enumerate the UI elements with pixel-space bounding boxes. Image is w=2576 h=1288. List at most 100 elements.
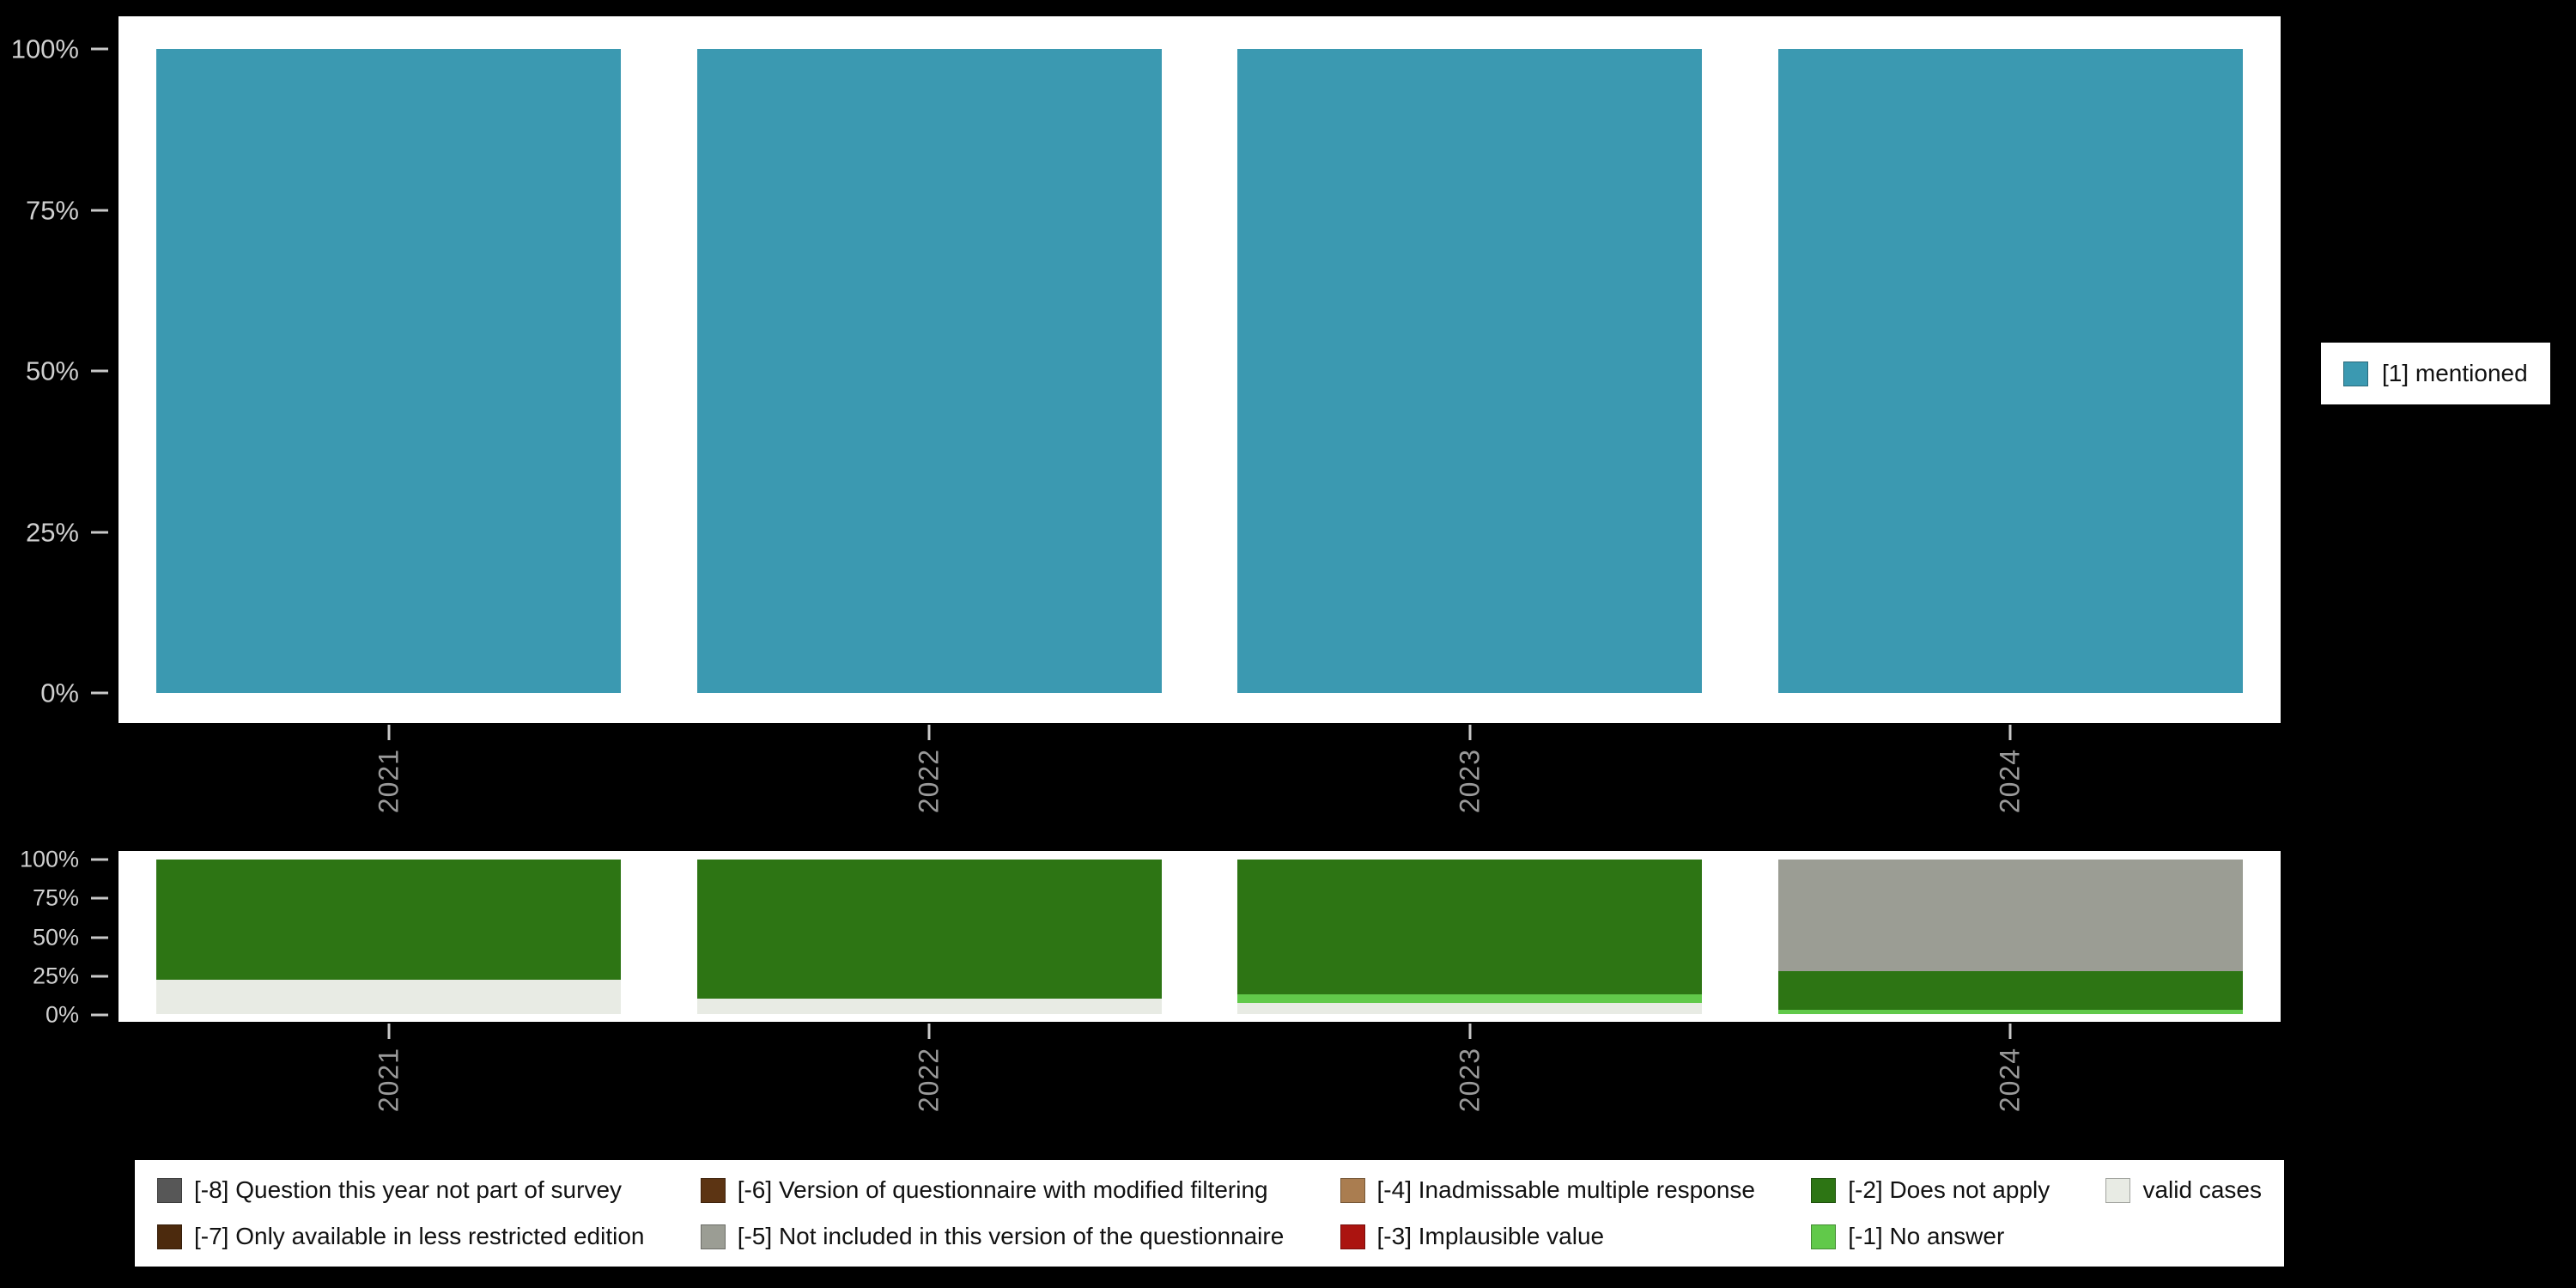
x-axis-tick-label: 2022 [913, 1048, 945, 1113]
bar-slot [1741, 860, 2281, 1014]
legend-item: [-2] Does not apply [1811, 1176, 2050, 1204]
bar-slot [659, 860, 1200, 1014]
legend-item: [-8] Question this year not part of surv… [157, 1176, 644, 1204]
x-axis-slot: 2022 [659, 723, 1200, 860]
y-axis-tick [91, 858, 108, 861]
x-axis-slot: 2024 [1741, 1022, 2281, 1159]
x-axis-tick-label: 2021 [373, 749, 404, 814]
y-axis-tick [91, 975, 108, 978]
x-axis-tick-label: 2023 [1454, 749, 1485, 814]
legend-item-label: [-4] Inadmissable multiple response [1376, 1176, 1755, 1203]
legend-item: [-3] Implausible value [1340, 1223, 1755, 1250]
y-axis-tick [91, 1013, 108, 1017]
y-axis-tick-label: 75% [25, 195, 79, 225]
bar-slot [118, 49, 659, 693]
y-axis-tick-label: 0% [45, 1001, 79, 1028]
x-axis-slot: 2023 [1200, 1022, 1741, 1159]
x-axis-tick [1468, 1024, 1472, 1039]
bar-segment [156, 49, 622, 693]
x-axis-tick [927, 1024, 931, 1039]
x-axis-tick-label: 2024 [1994, 1048, 2026, 1113]
x-axis-tick-label: 2024 [1994, 749, 2026, 814]
bar-segment [1777, 970, 2243, 1010]
legend-key-swatch [700, 1224, 726, 1249]
legend-item: [-1] No answer [1811, 1223, 2050, 1250]
y-axis-tick [91, 369, 108, 373]
frequencies-plot-area [118, 49, 2281, 693]
bar-segment [1777, 860, 2243, 971]
x-axis-slot: 2024 [1741, 723, 2281, 860]
bar-2021 [156, 49, 622, 693]
frequencies-x-axis: 2021 2022 2023 2024 [118, 723, 2281, 860]
legend-item-label: [-6] Version of questionnaire with modif… [737, 1176, 1268, 1203]
x-axis-tick-label: 2023 [1454, 1048, 1485, 1113]
x-axis-tick [387, 725, 391, 740]
bar-2022 [696, 860, 1162, 1014]
legend-key-swatch [157, 1224, 182, 1249]
legend-key-swatch [1340, 1224, 1365, 1249]
y-axis-tick [91, 691, 108, 695]
mentioned-legend-label: [1] mentioned [2382, 360, 2528, 386]
y-axis-tick-label: 25% [32, 963, 79, 989]
bar-segment [696, 999, 1162, 1014]
x-axis-tick [2008, 725, 2012, 740]
y-axis-tick [91, 896, 108, 900]
bar-segment [156, 860, 622, 981]
bar-2023 [1237, 49, 1703, 693]
bar-segment [1237, 860, 1703, 994]
legend-item-label: [-2] Does not apply [1848, 1176, 2050, 1203]
bar-segment [1777, 49, 2243, 693]
legend-key-swatch [1811, 1224, 1837, 1249]
x-axis-tick [387, 1024, 391, 1039]
bar-segment [1237, 1003, 1703, 1014]
legend-item-label: valid cases [2142, 1176, 2262, 1203]
frequencies-legend: [1] mentioned [2321, 343, 2550, 404]
bar-2024 [1777, 49, 2243, 693]
x-axis-tick-label: 2022 [913, 749, 945, 814]
x-axis-slot: 2022 [659, 1022, 1200, 1159]
legend-item-label: [-7] Only available in less restricted e… [194, 1223, 645, 1249]
x-axis-slot: 2021 [118, 1022, 659, 1159]
legend-item: [-6] Version of questionnaire with modif… [700, 1176, 1285, 1204]
y-axis-tick-label: 100% [10, 33, 79, 64]
bar-segment [696, 49, 1162, 693]
missing-values-x-axis: 2021 2022 2023 2024 [118, 1022, 2281, 1159]
missing-values-legend: [-8] Question this year not part of surv… [135, 1160, 2284, 1267]
x-axis-slot: 2021 [118, 723, 659, 860]
bar-2021 [156, 860, 622, 1014]
bar-segment [1777, 1009, 2243, 1014]
y-axis-tick [91, 531, 108, 533]
x-axis-tick [927, 725, 931, 740]
legend-item: valid cases [2105, 1176, 2262, 1204]
legend-item: [-5] Not included in this version of the… [700, 1223, 1284, 1250]
missing-values-plot-area [118, 860, 2281, 1014]
bar-2023 [1237, 860, 1703, 1014]
y-axis-tick [91, 936, 108, 939]
mentioned-legend-swatch [2343, 361, 2368, 386]
missing-values-chart-panel [118, 851, 2281, 1022]
legend-key-swatch [2105, 1177, 2131, 1203]
x-axis-tick [1468, 725, 1472, 740]
y-axis-tick-label: 25% [25, 517, 79, 547]
x-axis-tick [2008, 1024, 2012, 1039]
bar-2022 [696, 49, 1162, 693]
bar-slot [118, 860, 659, 1014]
legend-item-label: [-8] Question this year not part of surv… [194, 1176, 623, 1203]
legend-key-swatch [1340, 1177, 1365, 1203]
y-axis-tick [91, 47, 108, 51]
bar-slot [1741, 49, 2281, 693]
bar-segment [1237, 993, 1703, 1004]
x-axis-tick-label: 2021 [373, 1048, 404, 1113]
x-axis-slot: 2023 [1200, 723, 1741, 860]
y-axis-tick-label: 100% [19, 846, 79, 872]
legend-item: [-7] Only available in less restricted e… [157, 1223, 644, 1250]
bar-segment [156, 980, 622, 1014]
legend-item-label: [-3] Implausible value [1376, 1223, 1605, 1249]
y-axis-tick-label: 50% [25, 355, 79, 386]
legend-item-label: [-1] No answer [1848, 1223, 2005, 1249]
bar-segment [696, 860, 1162, 999]
y-axis-tick-label: 0% [40, 677, 79, 708]
y-axis-tick-label: 75% [32, 884, 79, 911]
legend-item: [-4] Inadmissable multiple response [1340, 1176, 1755, 1204]
frequencies-y-axis: 0% 25% 50% 75% 100% [0, 36, 118, 707]
